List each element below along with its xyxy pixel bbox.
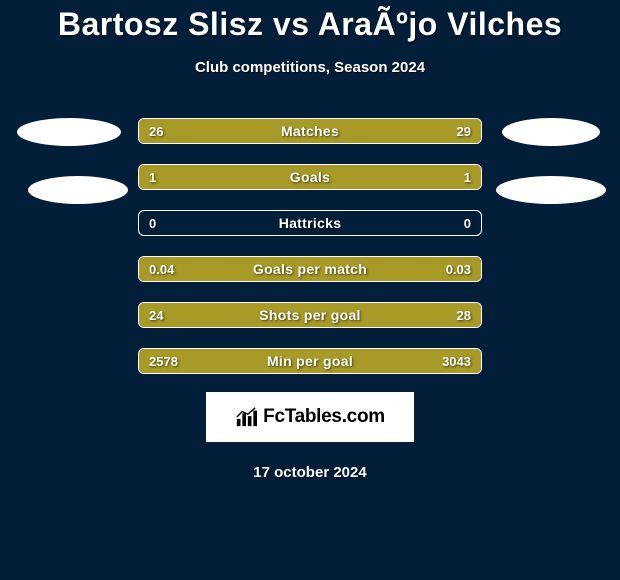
subtitle: Club competitions, Season 2024	[195, 59, 425, 76]
stat-row: 0.040.03Goals per match	[138, 256, 482, 282]
left-player-marks	[14, 118, 124, 204]
stat-row: 11Goals	[138, 164, 482, 190]
player-right-mark-1	[502, 118, 600, 146]
stats-list: 2629Matches 11Goals 00Hattricks 0.040.03Goa…	[138, 118, 482, 374]
stat-label: Hattricks	[139, 211, 481, 235]
comparison-card: Bartosz Slisz vs AraÃºjo Vilches Club co…	[0, 0, 620, 481]
stat-row: 00Hattricks	[138, 210, 482, 236]
stat-row: 2428Shots per goal	[138, 302, 482, 328]
player-left-mark-1	[17, 118, 121, 146]
site-name: FcTables.com	[263, 406, 385, 428]
stat-label: Goals	[139, 165, 481, 189]
site-badge[interactable]: FcTables.com	[206, 392, 414, 442]
stat-label: Shots per goal	[139, 303, 481, 327]
stat-row: 25783043Min per goal	[138, 348, 482, 374]
stat-label: Matches	[139, 119, 481, 143]
stat-label: Min per goal	[139, 349, 481, 373]
page-title: Bartosz Slisz vs AraÃºjo Vilches	[58, 6, 562, 43]
right-player-marks	[496, 118, 606, 204]
content-row: 2629Matches 11Goals 00Hattricks 0.040.03Goa…	[0, 118, 620, 374]
stat-label: Goals per match	[139, 257, 481, 281]
stat-row: 2629Matches	[138, 118, 482, 144]
player-left-mark-2	[28, 176, 128, 204]
date-label: 17 october 2024	[253, 464, 366, 481]
player-right-mark-2	[496, 176, 606, 204]
chart-icon	[235, 406, 257, 428]
